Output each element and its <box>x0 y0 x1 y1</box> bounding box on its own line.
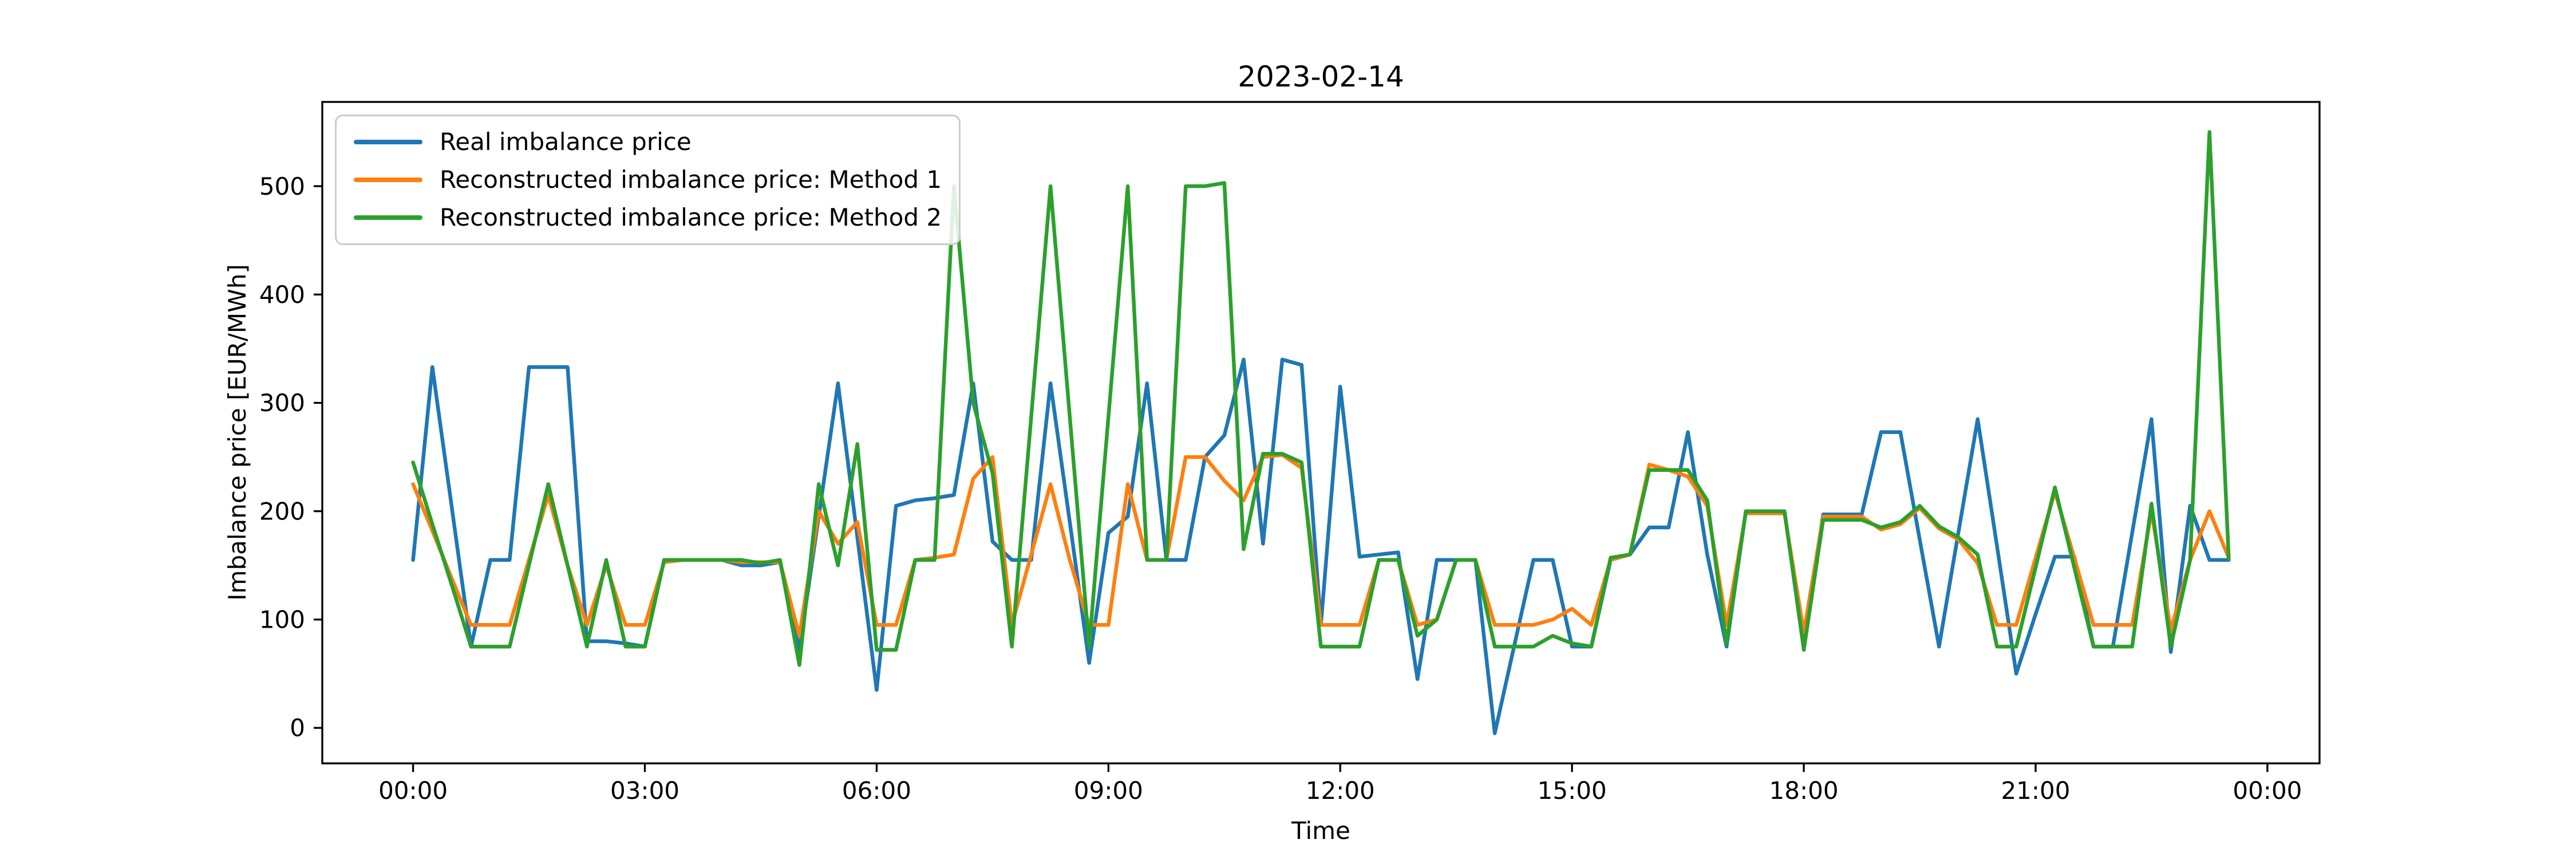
y-tick-label: 300 <box>259 389 305 417</box>
x-tick-label: 03:00 <box>610 777 679 805</box>
chart-title: 2023-02-14 <box>1238 60 1404 93</box>
axes: 00:00 03:00 06:00 09:00 12:00 15:00 18:00 21:00… <box>259 101 2321 805</box>
y-tick-label: 0 <box>290 714 305 742</box>
x-tick-label: 15:00 <box>1538 777 1607 805</box>
x-tick-label: 00:00 <box>378 777 448 805</box>
y-tick-label: 200 <box>259 497 305 525</box>
series-line-0 <box>411 357 2231 735</box>
legend-swatch-real <box>354 140 422 144</box>
legend-item-method1: Reconstructed imbalance price: Method 1 <box>354 166 942 194</box>
legend-swatch-method1 <box>354 178 422 182</box>
legend: Real imbalance price Reconstructed imbal… <box>335 115 961 245</box>
x-tick-label: 18:00 <box>1769 777 1839 805</box>
legend-item-real: Real imbalance price <box>354 128 942 156</box>
y-tick-label: 400 <box>259 281 305 309</box>
legend-swatch-method2 <box>354 215 422 220</box>
x-tick-label: 12:00 <box>1306 777 1375 805</box>
axes-spines <box>321 101 2321 765</box>
y-tick-label: 500 <box>259 172 305 200</box>
x-tick-label: 09:00 <box>1074 777 1143 805</box>
y-tick-label: 100 <box>259 606 305 634</box>
x-tick-label: 21:00 <box>2001 777 2070 805</box>
x-axis-label: Time <box>1291 817 1350 845</box>
legend-label-real: Real imbalance price <box>440 128 692 156</box>
x-tick-label: 06:00 <box>842 777 911 805</box>
legend-label-method2: Reconstructed imbalance price: Method 2 <box>440 203 942 231</box>
y-axis-label: Imbalance price [EUR/MWh] <box>223 264 251 601</box>
legend-item-method2: Reconstructed imbalance price: Method 2 <box>354 203 942 232</box>
series-lines <box>411 130 2231 735</box>
legend-label-method1: Reconstructed imbalance price: Method 1 <box>440 166 942 194</box>
series-line-2 <box>411 130 2231 667</box>
x-tick-label: 00:00 <box>2233 777 2302 805</box>
